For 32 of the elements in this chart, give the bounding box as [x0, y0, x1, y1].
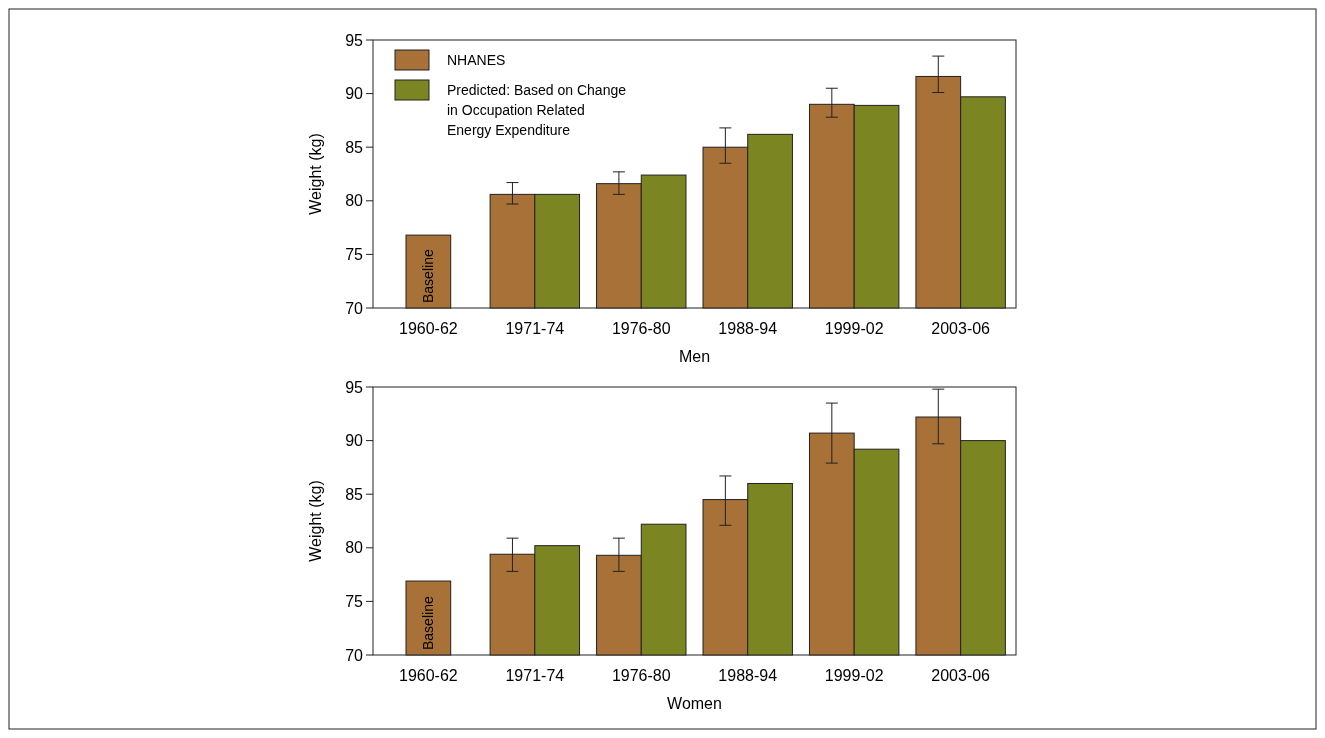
legend-label: Predicted: Based on Change in Occupation Related Energy Expenditure [447, 82, 627, 138]
y-tick-label: 75 [345, 246, 364, 263]
annotation: Baseline [420, 249, 437, 303]
legend-label: NHANES [447, 52, 506, 68]
y-tick-label: 90 [345, 85, 364, 103]
y-tick-label: 70 [345, 299, 364, 317]
y-tick-label: 95 [345, 31, 364, 49]
y-tick-label: 75 [345, 593, 364, 610]
x-tick-label: 1960-62 [399, 667, 458, 684]
x-tick-label: 1999-02 [824, 667, 884, 684]
x-axis-title: Women [667, 695, 722, 712]
x-tick-label: 2003-06 [931, 320, 991, 337]
x-tick-label: 2003-06 [931, 667, 991, 684]
y-tick-label: 70 [345, 646, 364, 664]
x-tick-label: 1971-74 [505, 320, 565, 337]
x-tick-label: 1971-74 [505, 667, 565, 684]
x-tick-label: 1976-80 [611, 667, 671, 684]
y-tick-label: 85 [345, 138, 364, 156]
y-tick-label: 80 [345, 192, 364, 210]
x-tick-label: 1976-80 [611, 320, 671, 337]
y-tick-label: 80 [345, 539, 364, 557]
y-tick-label: 90 [345, 432, 364, 450]
x-tick-label: 1988-94 [718, 320, 778, 337]
y-axis-title: Weight (kg) [307, 133, 324, 215]
x-axis-title: Men [678, 348, 711, 365]
annotation: Baseline [420, 596, 437, 650]
x-tick-label: 1988-94 [718, 667, 778, 684]
y-axis-title: Weight (kg) [307, 480, 324, 562]
x-tick-label: 1960-62 [399, 320, 458, 337]
y-tick-label: 95 [345, 378, 364, 396]
x-tick-label: 1999-02 [824, 320, 884, 337]
y-tick-label: 85 [345, 485, 364, 503]
